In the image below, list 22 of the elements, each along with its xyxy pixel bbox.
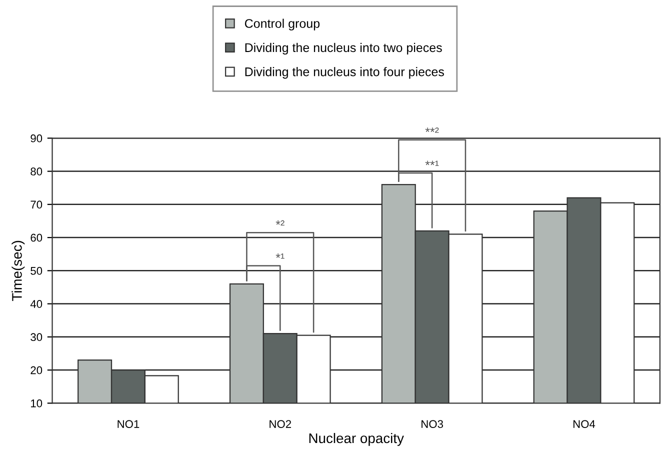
legend-label: Control group	[244, 18, 320, 30]
annotation: *²	[276, 220, 284, 226]
y-tick-label: 50	[30, 266, 42, 275]
y-tick-label: 60	[30, 234, 42, 242]
annotation: **¹	[425, 160, 439, 166]
x-tick-label: NO3	[422, 420, 443, 428]
x-tick-label: NO2	[270, 420, 292, 428]
y-tick-label: 10	[31, 399, 42, 408]
legend-label: Dividing the nucleus into four pieces	[245, 67, 444, 79]
y-tick-label: 80	[30, 168, 42, 176]
y-axis-title: Time(sec)	[12, 240, 25, 301]
x-axis-title: Nuclear opacity	[309, 432, 404, 446]
x-tick-label: NO1	[118, 420, 140, 428]
text: **²	[425, 128, 439, 133]
legend-label: Dividing the nucleus into two pieces	[245, 42, 442, 55]
y-tick-label: 40	[30, 300, 42, 308]
y-tick-label: 20	[30, 366, 42, 374]
x-tick-label: NO4	[573, 420, 596, 428]
annotation: *¹	[276, 254, 284, 259]
y-tick-label: 30	[30, 333, 42, 342]
y-tick-label: 70	[30, 200, 42, 209]
y-tick-label: 90	[30, 134, 42, 142]
